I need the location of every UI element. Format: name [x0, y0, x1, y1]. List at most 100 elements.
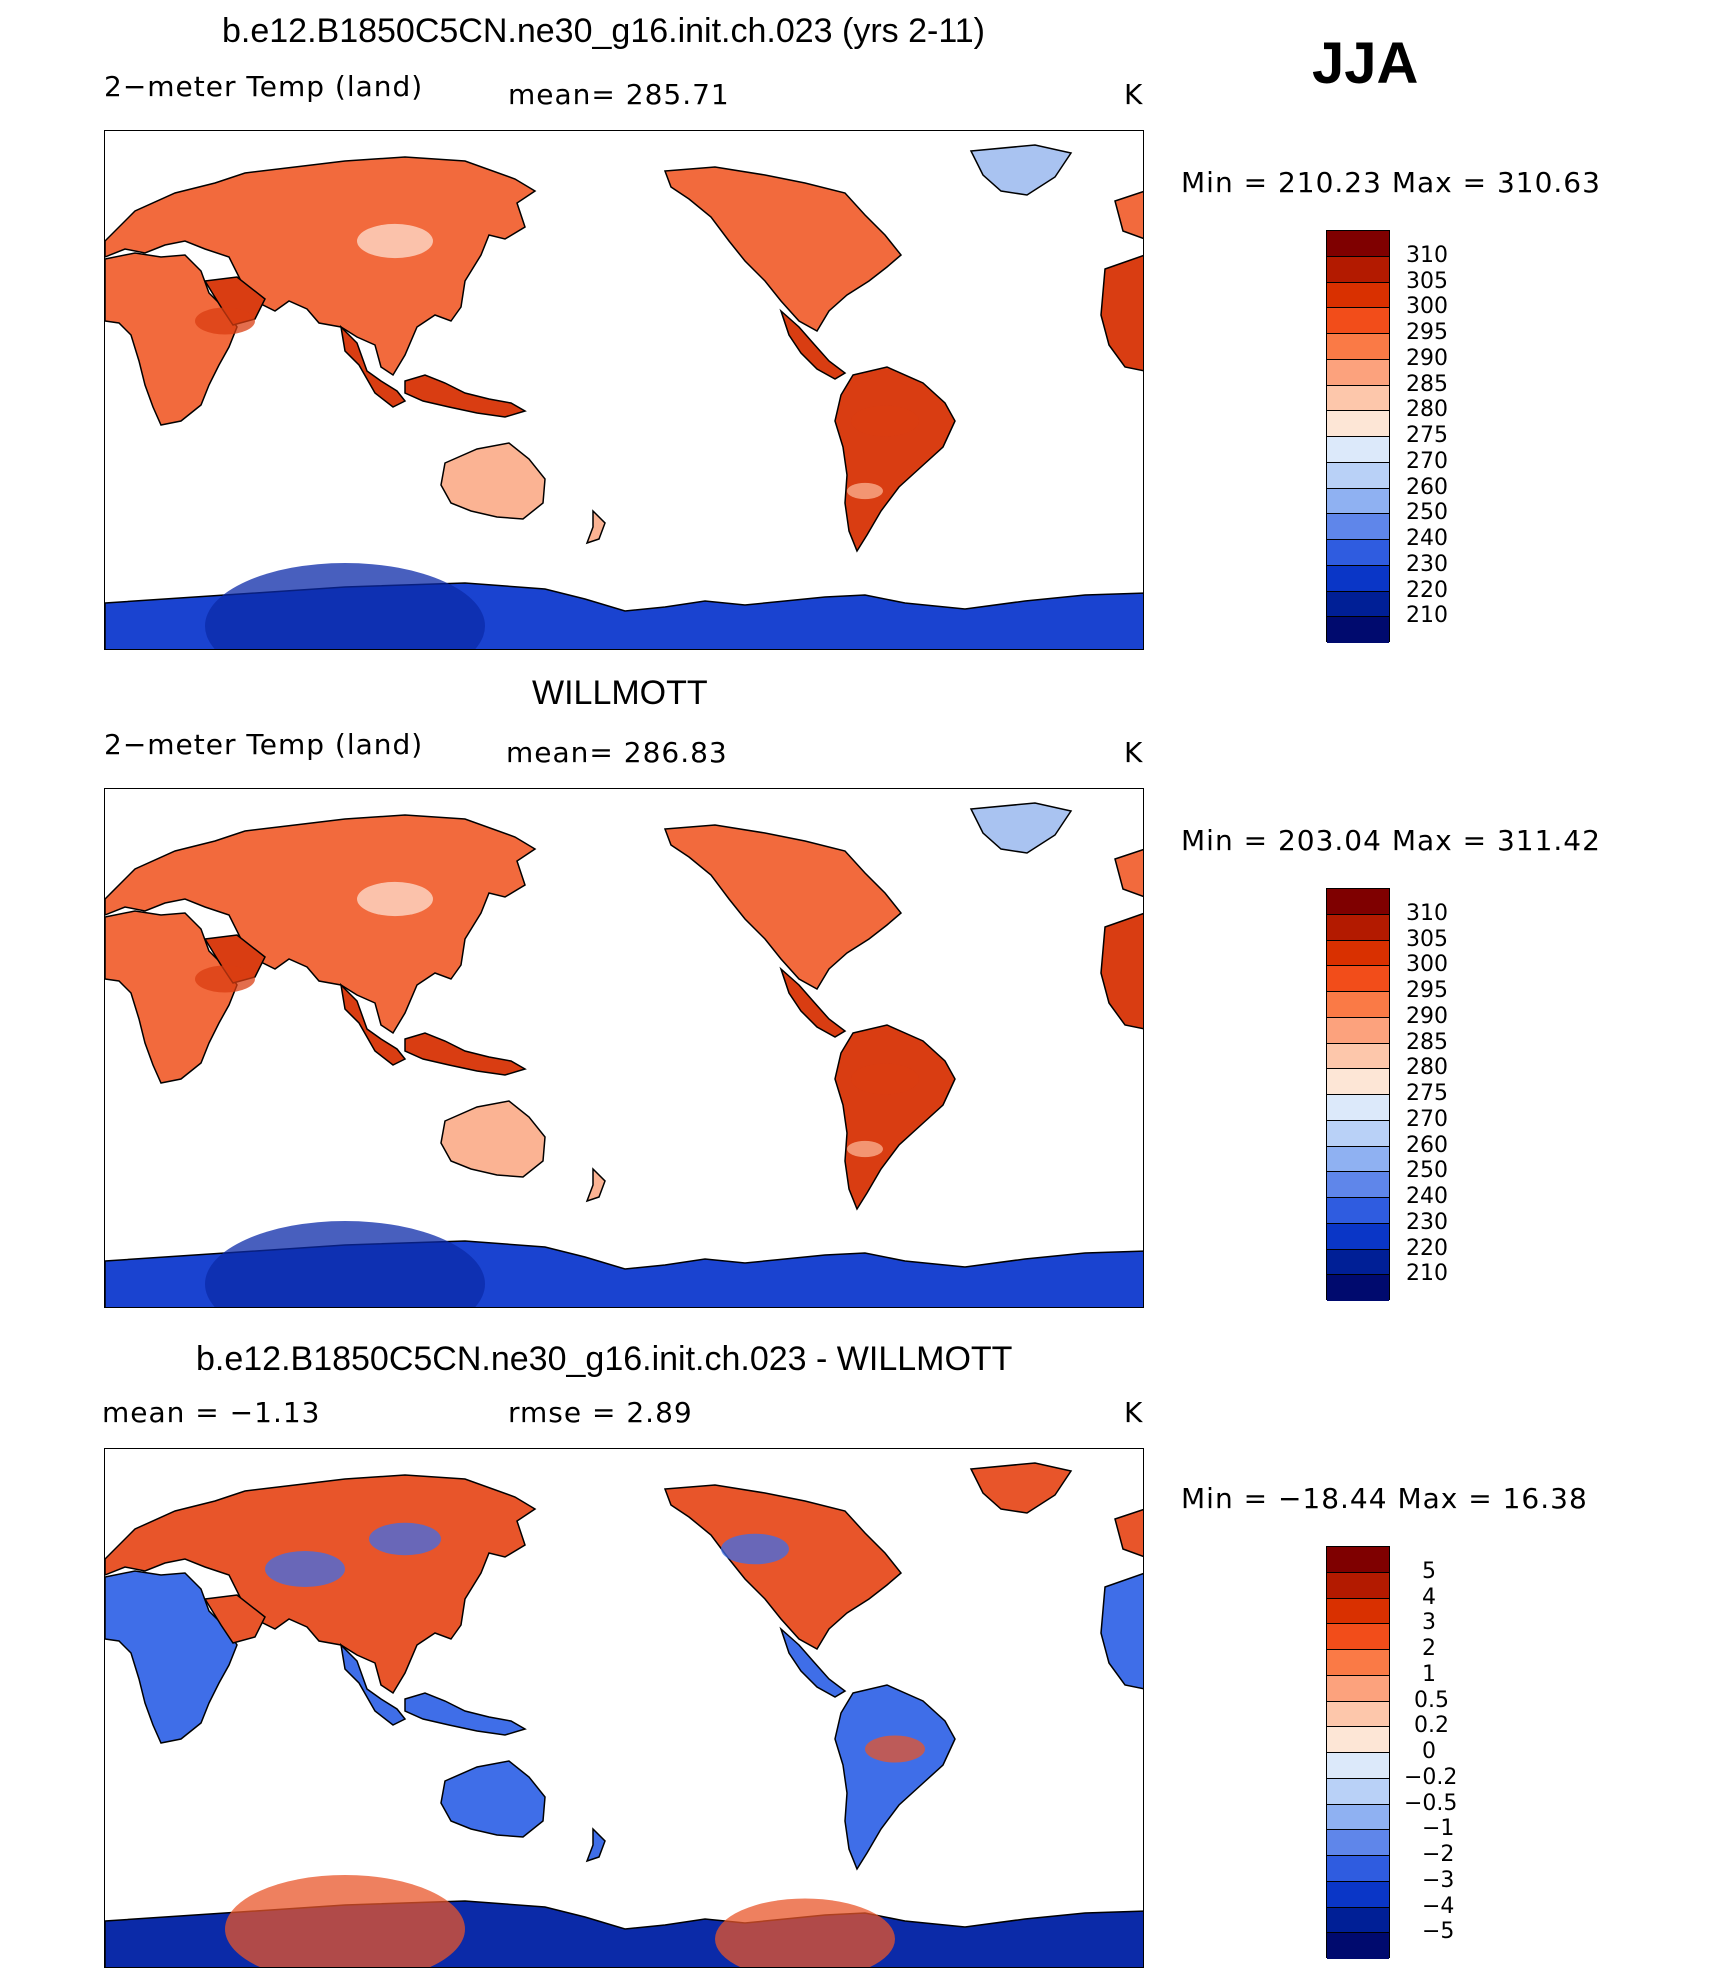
colorbar-swatch: [1327, 1146, 1389, 1173]
landmass-greenland: [969, 802, 1073, 854]
colorbar-swatch: [1327, 1624, 1389, 1650]
colorbar-swatch: [1327, 617, 1389, 643]
field-accent: [357, 881, 433, 917]
colorbar-swatch: [1327, 1043, 1389, 1070]
colorbar-tick-label: 285: [1406, 1029, 1448, 1055]
colorbar-swatch: [1327, 992, 1389, 1018]
colorbar-swatch: [1327, 514, 1389, 540]
colorbar-swatch: [1327, 385, 1389, 412]
panel1-map: [104, 130, 1144, 650]
landmass-nz: [585, 1827, 606, 1863]
field-accent: [851, 1063, 919, 1095]
landmass-indonesia: [404, 374, 527, 418]
colorbar-tick-label: 230: [1406, 551, 1448, 577]
field-accent: [865, 1735, 925, 1763]
panel3-minmax: Min = −18.44 Max = 16.38: [1181, 1482, 1588, 1515]
landmass-westAfricaRight: [1100, 1572, 1143, 1690]
panel1-variable-label: 2−meter Temp (land): [104, 70, 424, 103]
field-accent: [357, 223, 433, 259]
colorbar-swatch: [1327, 282, 1389, 309]
colorbar-tick-label: 1: [1422, 1661, 1436, 1687]
colorbar-tick-label: 275: [1406, 423, 1448, 448]
panel1-map-svg: [105, 144, 1143, 649]
map-layer-2: [105, 802, 1143, 1307]
colorbar-swatch: [1327, 1830, 1389, 1856]
colorbar-swatch: [1327, 1223, 1389, 1250]
colorbar-tick-label: 220: [1406, 577, 1448, 603]
colorbar-swatch: [1327, 1275, 1389, 1301]
landmass-northAmerica: [663, 166, 903, 333]
colorbar-tick-label: 295: [1406, 320, 1448, 345]
panel3-map: [104, 1448, 1144, 1968]
colorbar-tick-label: 240: [1406, 1184, 1448, 1209]
field-accent: [195, 965, 255, 993]
colorbar-tick-label: 275: [1406, 1081, 1448, 1106]
landmass-southAmerica: [834, 366, 956, 553]
landmass-australia: [440, 442, 546, 520]
colorbar-swatch: [1327, 488, 1389, 515]
colorbar-swatch: [1327, 1881, 1389, 1908]
colorbar-tick-label: 290: [1406, 1003, 1448, 1029]
colorbar-tick-label: −0.2: [1404, 1764, 1458, 1790]
field-accent: [195, 307, 255, 335]
field-accent: [851, 405, 919, 437]
colorbar-tick-label: −4: [1422, 1893, 1455, 1919]
landmass-southAmerica: [834, 1024, 956, 1211]
landmass-arabia: [203, 934, 266, 984]
landmass-europeRight: [1114, 1508, 1143, 1558]
landmass-australia: [440, 1100, 546, 1178]
colorbar-tick-label: 310: [1406, 242, 1448, 268]
season-label: JJA: [1312, 31, 1419, 96]
colorbar-tick-label: −2: [1422, 1842, 1455, 1867]
colorbar-swatch: [1327, 565, 1389, 592]
colorbar-swatch: [1327, 1675, 1389, 1702]
field-accent: [205, 1221, 485, 1307]
colorbar-swatch: [1327, 540, 1389, 566]
panel2-map-svg: [105, 802, 1143, 1307]
colorbar-swatch: [1327, 359, 1389, 386]
colorbar-tick-label: 290: [1406, 345, 1448, 371]
colorbar-swatch: [1327, 591, 1389, 618]
landmass-nz: [585, 1167, 606, 1203]
landmass-arabia: [203, 276, 266, 326]
landmass-arabia: [203, 1594, 266, 1644]
colorbar-swatch: [1327, 1933, 1389, 1959]
panel1-mean-label: mean= 285.71: [508, 78, 730, 111]
colorbar-tick-label: 295: [1406, 978, 1448, 1003]
panel1-minmax: Min = 210.23 Max = 310.63: [1181, 166, 1601, 199]
colorbar-tick-label: −1: [1422, 1816, 1455, 1842]
colorbar-tick-label: 310: [1406, 900, 1448, 926]
colorbar-tick-label: 280: [1406, 397, 1448, 423]
landmass-eurasia: [105, 156, 537, 377]
colorbar-swatch: [1327, 1727, 1389, 1753]
landmass-northAmerica: [663, 824, 903, 991]
panel2-units-label: K: [1124, 736, 1144, 769]
panel3-mean-label: mean = −1.13: [102, 1396, 321, 1429]
colorbar-swatch: [1327, 256, 1389, 283]
colorbar-tick-label: 210: [1406, 1261, 1448, 1287]
colorbar-tick-label: 230: [1406, 1209, 1448, 1235]
landmass-indonesia: [404, 1032, 527, 1076]
colorbar-swatch: [1327, 1547, 1389, 1573]
landmass-greenland: [969, 144, 1073, 196]
colorbar-tick-label: 240: [1406, 526, 1448, 551]
colorbar-swatch: [1327, 1572, 1389, 1599]
colorbar-tick-label: 210: [1406, 603, 1448, 629]
field-accent: [847, 482, 883, 500]
panel1-title: b.e12.B1850C5CN.ne30_g16.init.ch.023 (yr…: [222, 12, 985, 50]
colorbar-tick-label: 4: [1422, 1584, 1436, 1610]
colorbar-tick-label: 0.2: [1414, 1713, 1449, 1739]
colorbar-tick-label: −5: [1422, 1919, 1455, 1945]
colorbar-tick-label: 220: [1406, 1235, 1448, 1261]
colorbar-swatch: [1327, 1095, 1389, 1121]
panel2-minmax: Min = 203.04 Max = 311.42: [1181, 824, 1601, 857]
colorbar-tick-label: 270: [1406, 448, 1448, 474]
field-accent: [265, 1551, 345, 1587]
landmass-africa: [105, 1570, 238, 1744]
field-accent: [205, 563, 485, 649]
colorbar-swatch: [1327, 1701, 1389, 1728]
landmass-centralAmerica: [779, 966, 847, 1038]
colorbar-tick-label: −0.5: [1404, 1790, 1458, 1816]
landmass-indiaSEA: [339, 1642, 407, 1726]
landmass-indiaSEA: [339, 982, 407, 1066]
